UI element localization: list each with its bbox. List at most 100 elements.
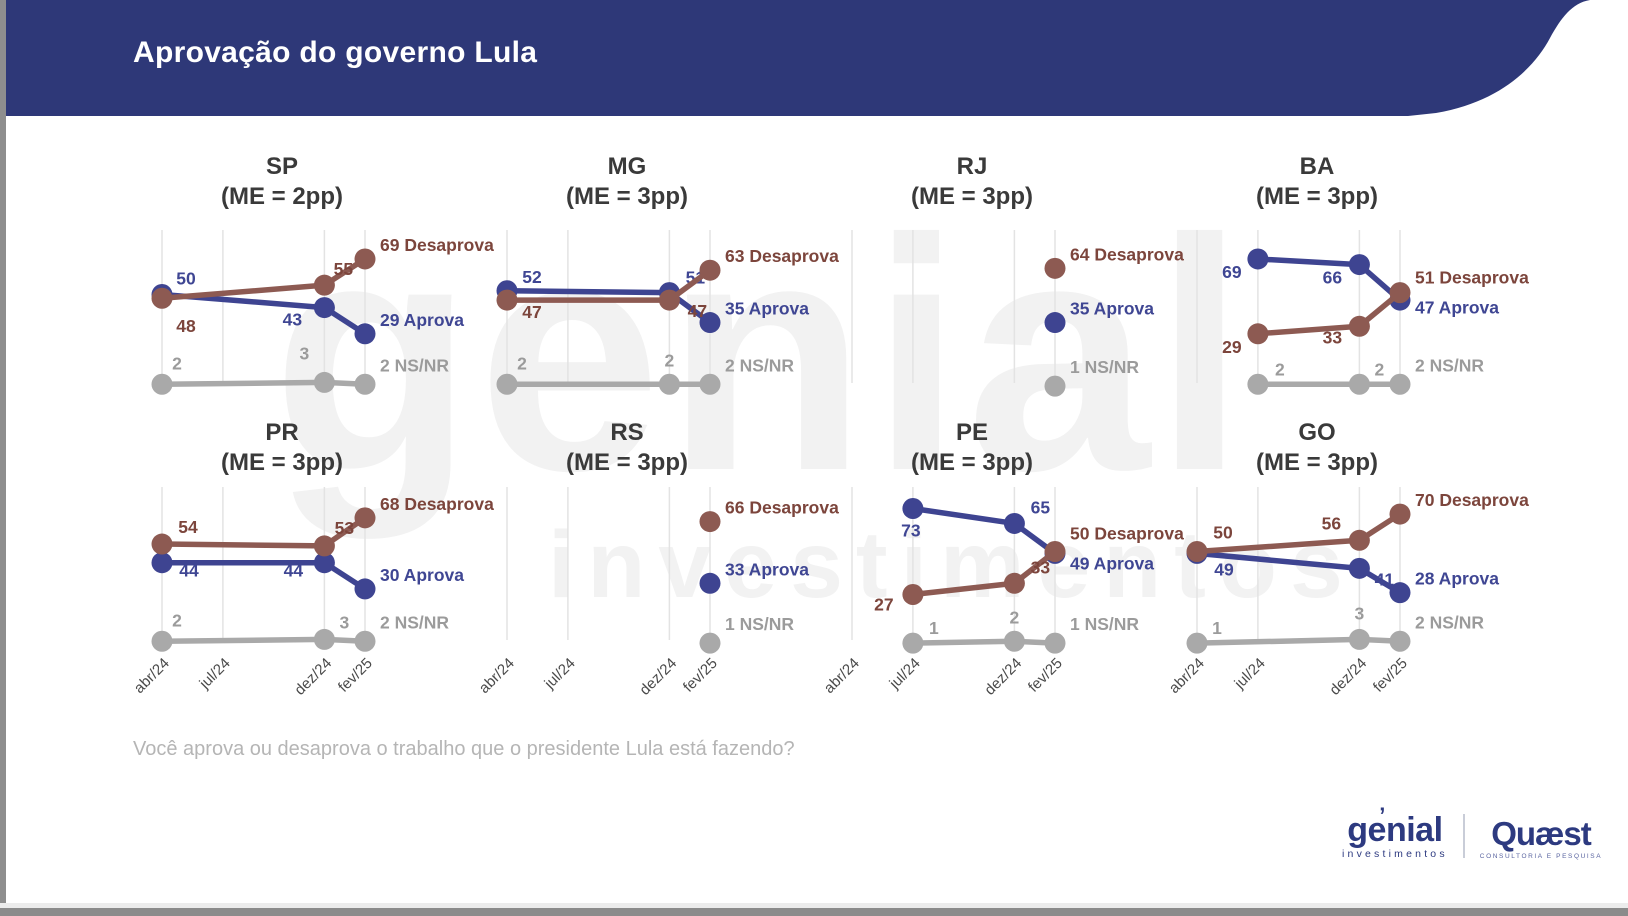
state-label: SP bbox=[265, 153, 298, 180]
aprova-point bbox=[1389, 582, 1411, 604]
nsnr-point bbox=[1247, 373, 1269, 395]
desaprova-end-label: 69 Desaprova bbox=[380, 235, 494, 255]
genial-wordmark: genial bbox=[1347, 806, 1443, 847]
x-axis-label: dez/24 bbox=[291, 655, 335, 699]
desaprova-point bbox=[313, 274, 335, 296]
nsnr-end-label: 2 NS/NR bbox=[1415, 612, 1484, 632]
nsnr-point bbox=[699, 632, 721, 654]
nsnr-point bbox=[1044, 632, 1066, 654]
aprova-value-label: 65 bbox=[1031, 497, 1051, 517]
aprova-end-label: 30 Aprova bbox=[380, 565, 464, 585]
chart-go: abr/24 jul/24 dez/24 fev/25 1 3 2 NS/NR 49 41 28 … bbox=[1166, 487, 1529, 699]
nsnr-point bbox=[1348, 628, 1370, 650]
desaprova-value-label: 53 bbox=[335, 518, 355, 538]
nsnr-end-label: 2 NS/NR bbox=[1415, 355, 1484, 375]
nsnr-point bbox=[313, 628, 335, 650]
x-axis-label: jul/24 bbox=[886, 655, 924, 693]
nsnr-end-label: 2 NS/NR bbox=[380, 355, 449, 375]
margin-of-error-label: (ME = 3pp) bbox=[910, 449, 1033, 476]
state-label: MG bbox=[607, 153, 647, 180]
aprova-point bbox=[1348, 254, 1370, 276]
aprova-point bbox=[313, 297, 335, 319]
quaest-wordmark: Quæst bbox=[1491, 815, 1592, 853]
nsnr-value-label: 2 bbox=[172, 610, 182, 630]
aprova-value-label: 44 bbox=[284, 561, 304, 581]
desaprova-point bbox=[151, 533, 173, 555]
nsnr-point bbox=[1389, 630, 1411, 652]
aprova-end-label: 29 Aprova bbox=[380, 310, 464, 330]
aprova-point bbox=[354, 323, 376, 345]
x-axis-label: fev/25 bbox=[1025, 655, 1066, 696]
aprova-point bbox=[354, 578, 376, 600]
aprova-point bbox=[699, 572, 721, 594]
desaprova-point bbox=[1348, 529, 1370, 551]
aprova-point bbox=[1044, 312, 1066, 334]
nsnr-value-label: 2 bbox=[517, 353, 527, 373]
aprova-point bbox=[1003, 512, 1025, 534]
desaprova-value-label: 56 bbox=[1322, 513, 1342, 533]
state-label: RS bbox=[610, 419, 644, 446]
aprova-value-label: 73 bbox=[901, 520, 921, 540]
desaprova-value-label: 48 bbox=[176, 316, 196, 336]
nsnr-end-label: 1 NS/NR bbox=[1070, 614, 1139, 634]
desaprova-end-label: 63 Desaprova bbox=[725, 246, 839, 266]
x-axis-label: dez/24 bbox=[981, 655, 1025, 699]
footer-logos: genial investimentos Quæst CONSULTORIA E… bbox=[1342, 806, 1602, 860]
nsnr-end-label: 2 NS/NR bbox=[380, 612, 449, 632]
nsnr-point bbox=[699, 373, 721, 395]
panel-title-ba: BA (ME = 3pp) bbox=[1172, 152, 1462, 212]
nsnr-value-label: 1 bbox=[1212, 618, 1222, 638]
x-axis-label: abr/24 bbox=[131, 655, 173, 697]
margin-of-error-label: (ME = 3pp) bbox=[910, 183, 1033, 210]
nsnr-point bbox=[313, 371, 335, 393]
genial-logo: genial investimentos bbox=[1342, 806, 1448, 860]
x-axis-label: jul/24 bbox=[541, 655, 579, 693]
aprova-point bbox=[1348, 557, 1370, 579]
x-axis-label: abr/24 bbox=[476, 655, 518, 697]
window-edge-left bbox=[0, 0, 6, 916]
desaprova-end-label: 50 Desaprova bbox=[1070, 523, 1184, 543]
desaprova-value-label: 33 bbox=[1323, 327, 1343, 347]
desaprova-value-label: 55 bbox=[334, 259, 354, 279]
desaprova-point bbox=[1247, 323, 1269, 345]
desaprova-end-label: 51 Desaprova bbox=[1415, 267, 1529, 287]
aprova-value-label: 43 bbox=[283, 310, 303, 330]
nsnr-value-label: 3 bbox=[300, 343, 310, 363]
aprova-end-label: 35 Aprova bbox=[1070, 299, 1154, 319]
nsnr-point bbox=[496, 373, 518, 395]
x-axis-label: jul/24 bbox=[1231, 655, 1269, 693]
panel-title-rs: RS (ME = 3pp) bbox=[482, 418, 772, 478]
chart-ba: 2 2 2 NS/NR 69 66 47 Aprova 29 33 51 Desaprova bbox=[1196, 230, 1529, 395]
desaprova-point bbox=[313, 535, 335, 557]
aprova-value-label: 52 bbox=[522, 267, 542, 287]
nsnr-point bbox=[354, 630, 376, 652]
x-axis-label: fev/25 bbox=[680, 655, 721, 696]
desaprova-point bbox=[1044, 541, 1066, 562]
window-edge-bottom-light bbox=[0, 903, 1628, 908]
desaprova-end-label: 66 Desaprova bbox=[725, 498, 839, 518]
desaprova-point bbox=[1003, 572, 1025, 594]
aprova-value-label: 41 bbox=[1375, 569, 1395, 589]
nsnr-line bbox=[910, 638, 1058, 646]
nsnr-value-label: 1 bbox=[929, 618, 939, 638]
state-label: RJ bbox=[956, 153, 988, 180]
nsnr-end-label: 1 NS/NR bbox=[1070, 357, 1139, 377]
state-label: GO bbox=[1298, 419, 1336, 446]
logo-divider bbox=[1462, 814, 1465, 858]
desaprova-point bbox=[699, 511, 721, 533]
margin-of-error-label: (ME = 3pp) bbox=[1255, 183, 1378, 210]
desaprova-value-label: 47 bbox=[522, 302, 541, 322]
panel-title-pe: PE (ME = 3pp) bbox=[827, 418, 1117, 478]
nsnr-point bbox=[658, 373, 680, 395]
aprova-end-label: 35 Aprova bbox=[725, 299, 809, 319]
panel-title-sp: SP (ME = 2pp) bbox=[137, 152, 427, 212]
aprova-value-label: 49 bbox=[1214, 559, 1234, 579]
desaprova-value-label: 33 bbox=[1031, 557, 1051, 577]
aprova-end-label: 28 Aprova bbox=[1415, 569, 1499, 589]
nsnr-value-label: 2 bbox=[172, 353, 182, 373]
chart-sp: 2 3 2 NS/NR 50 43 29 Aprova 48 55 69 Desaprova bbox=[151, 230, 494, 395]
aprova-point bbox=[151, 552, 173, 574]
desaprova-point bbox=[699, 259, 721, 281]
